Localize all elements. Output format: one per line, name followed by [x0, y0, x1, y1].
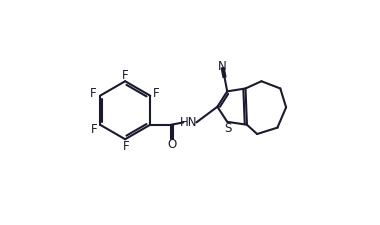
Text: F: F: [123, 140, 129, 152]
Text: S: S: [224, 121, 231, 134]
Text: O: O: [167, 137, 176, 151]
Text: F: F: [90, 86, 97, 99]
Text: F: F: [91, 122, 98, 135]
Text: F: F: [122, 69, 128, 82]
Text: HN: HN: [180, 115, 198, 128]
Text: F: F: [153, 86, 159, 99]
Text: N: N: [218, 60, 227, 73]
